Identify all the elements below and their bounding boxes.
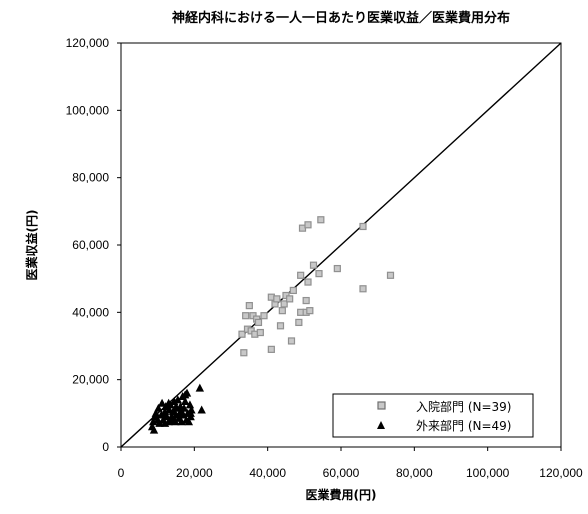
legend-label-inpatient: 入院部門 (N=39) [416, 399, 511, 414]
y-tick-label: 0 [102, 440, 109, 454]
reference-line [120, 42, 562, 448]
inpatient-data-point [302, 296, 310, 305]
y-axis-label: 医業収益(円) [24, 210, 39, 281]
outpatient-data-point [197, 405, 206, 414]
inpatient-data-point [273, 295, 281, 303]
x-tick-label: 120,000 [539, 466, 583, 480]
outpatient-data-point [154, 403, 163, 412]
outpatient-data-point [195, 383, 205, 392]
y-tick-label: 100,000 [66, 103, 110, 117]
inpatient-data-point [306, 307, 314, 315]
x-tick-label: 80,000 [396, 466, 433, 480]
inpatient-data-point [286, 295, 294, 303]
outpatient-data-point [157, 398, 167, 407]
inpatient-data-point [304, 278, 312, 286]
y-tick-label: 80,000 [72, 171, 109, 185]
inpatient-data-point [240, 349, 248, 357]
inpatient-data-point [267, 345, 275, 353]
outpatient-data-point [185, 400, 195, 409]
inpatient-data-point [276, 322, 285, 330]
outpatient-data-point [160, 418, 170, 427]
inpatient-data-point [304, 221, 312, 229]
inpatient-data-point [278, 307, 286, 315]
inpatient-data-point [254, 318, 263, 327]
outpatient-data-point [149, 425, 159, 434]
inpatient-data-point [260, 312, 268, 320]
legend-marker-inpatient-square [377, 401, 386, 410]
outpatient-data-point [180, 397, 190, 406]
outpatient-data-point [151, 408, 161, 417]
y-axis-ticks: 0 20,000 40,000 60,000 80,000 100,000 120,000 [66, 36, 121, 454]
inpatient-data-point [309, 261, 318, 269]
inpatient-data-point [317, 216, 325, 224]
x-tick-label: 100,000 [466, 466, 510, 480]
inpatient-data-point [359, 222, 367, 231]
chart-title: 神経内科における一人一日あたり医業収益／医業費用分布 [172, 10, 510, 26]
outpatient-data-point [186, 408, 195, 417]
x-tick-label: 40,000 [249, 466, 286, 480]
outpatient-data-point [184, 417, 194, 426]
inpatient-data-point [359, 285, 367, 293]
outpatient-data-point [171, 402, 181, 411]
inpatient-data-point [289, 286, 297, 295]
inpatient-data-point [333, 264, 341, 273]
data-points [147, 216, 395, 434]
inpatient-data-point [256, 328, 264, 337]
inpatient-data-point [242, 312, 250, 320]
outpatient-data-point [160, 409, 169, 418]
x-tick-label: 20,000 [176, 466, 213, 480]
x-axis-ticks: 0 20,000 40,000 60,000 80,000 100,000 120,000 [118, 447, 583, 480]
legend: 入院部門 (N=39) 外来部門 (N=49) [332, 393, 534, 438]
outpatient-data-point [177, 407, 186, 416]
outpatient-data-point [173, 395, 183, 404]
y-tick-label: 20,000 [72, 373, 109, 387]
x-tick-label: 0 [118, 466, 125, 480]
inpatient-data-point [386, 271, 395, 279]
inpatient-data-point [295, 318, 303, 327]
inpatient-data-point [287, 337, 296, 345]
y-tick-label: 60,000 [72, 238, 109, 252]
y-tick-label: 40,000 [72, 305, 109, 319]
outpatient-data-point [164, 398, 173, 407]
legend-box [332, 393, 534, 438]
x-axis-label: 医業費用(円) [306, 487, 377, 502]
inpatient-data-point [238, 330, 246, 338]
x-tick-label: 60,000 [323, 466, 360, 480]
inpatient-data-point [245, 302, 253, 310]
legend-marker-outpatient-triangle [377, 421, 385, 429]
inpatient-data-point [315, 270, 323, 278]
y-tick-label: 120,000 [66, 36, 110, 50]
inpatient-data-point [297, 271, 305, 279]
outpatient-data-point [180, 390, 190, 399]
inpatient-data-point [280, 300, 288, 308]
legend-label-outpatient: 外来部門 (N=49) [416, 418, 511, 433]
